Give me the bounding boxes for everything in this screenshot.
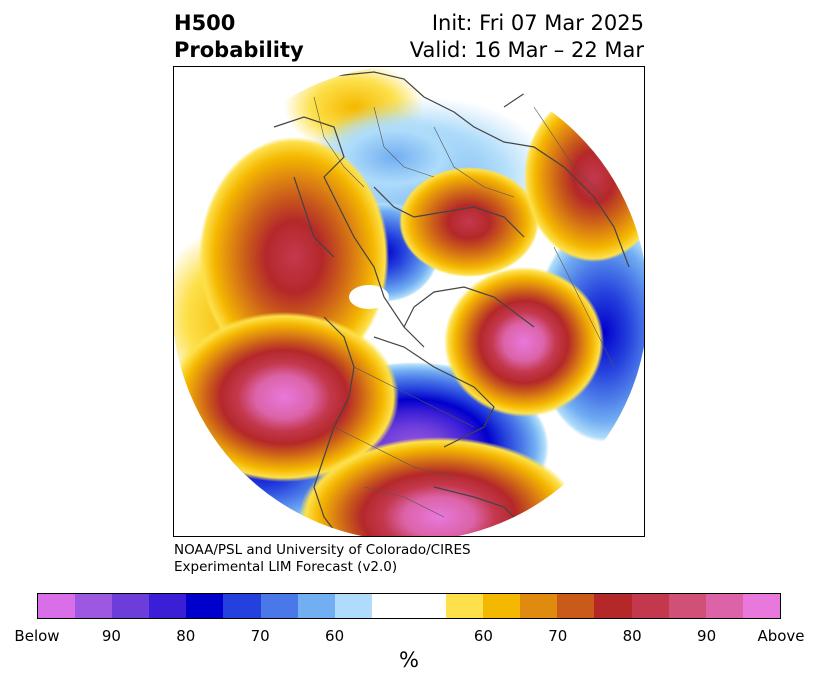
colorbar-tick-label: 90 <box>101 627 121 645</box>
colorbar-above-segment-0 <box>446 594 484 618</box>
colorbar-tick-label: 70 <box>548 627 568 645</box>
colorbar-below-segment-1 <box>75 594 113 618</box>
anomaly-north-pacific <box>444 267 604 417</box>
init-date: Init: Fri 07 Mar 2025 <box>431 11 644 35</box>
colorbar-tick-label: Above <box>757 627 805 645</box>
colorbar-neutral-segment <box>371 594 447 618</box>
title-left: H500 Probability <box>174 10 304 64</box>
anomaly-southeast-us <box>299 437 579 536</box>
colorbar-tick-label: 60 <box>473 627 493 645</box>
colorbar-above-segment-6 <box>668 594 706 618</box>
political-borders <box>313 96 615 518</box>
colorbar-above-segment-2 <box>520 594 558 618</box>
colorbar <box>37 593 781 619</box>
colorbar-above-segment-1 <box>483 594 521 618</box>
anomaly-white-gap <box>349 285 389 309</box>
variable-label: H500 <box>174 11 236 35</box>
colorbar-tick-label: Below <box>14 627 60 645</box>
colorbar-below-segment-7 <box>297 594 335 618</box>
colorbar-tick-label: 70 <box>250 627 270 645</box>
variable-sublabel: Probability <box>174 38 304 62</box>
colorbar-above-segment-7 <box>705 594 743 618</box>
colorbar-below-segment-0 <box>38 594 76 618</box>
anomaly-east-siberia <box>399 167 539 277</box>
colorbar-above-segment-8 <box>742 594 780 618</box>
colorbar-tick-label: 90 <box>697 627 717 645</box>
colorbar-below-segment-5 <box>223 594 261 618</box>
colorbar-above-segment-5 <box>631 594 669 618</box>
probability-map <box>174 67 644 536</box>
colorbar-below-segment-3 <box>149 594 187 618</box>
colorbar-below-segment-2 <box>112 594 150 618</box>
title-right: Init: Fri 07 Mar 2025 Valid: 16 Mar – 22… <box>410 10 644 64</box>
colorbar-above-segment-3 <box>557 594 595 618</box>
credit-text: NOAA/PSL and University of Colorado/CIRE… <box>174 542 471 576</box>
colorbar-below-segment-6 <box>260 594 298 618</box>
credit-line-2: Experimental LIM Forecast (v2.0) <box>174 559 398 575</box>
valid-range: Valid: 16 Mar – 22 Mar <box>409 38 644 62</box>
anomaly-shading <box>174 67 644 536</box>
colorbar-below-segment-4 <box>186 594 224 618</box>
colorbar-tick-label: 60 <box>325 627 345 645</box>
colorbar-above-segment-4 <box>594 594 632 618</box>
map-panel <box>173 66 645 537</box>
credit-line-1: NOAA/PSL and University of Colorado/CIRE… <box>174 542 471 558</box>
anomaly-north-atlantic <box>174 312 399 482</box>
colorbar-unit: % <box>399 648 419 672</box>
colorbar-below-segment-8 <box>334 594 372 618</box>
colorbar-tick-label: 80 <box>176 627 196 645</box>
colorbar-tick-label: 80 <box>622 627 642 645</box>
